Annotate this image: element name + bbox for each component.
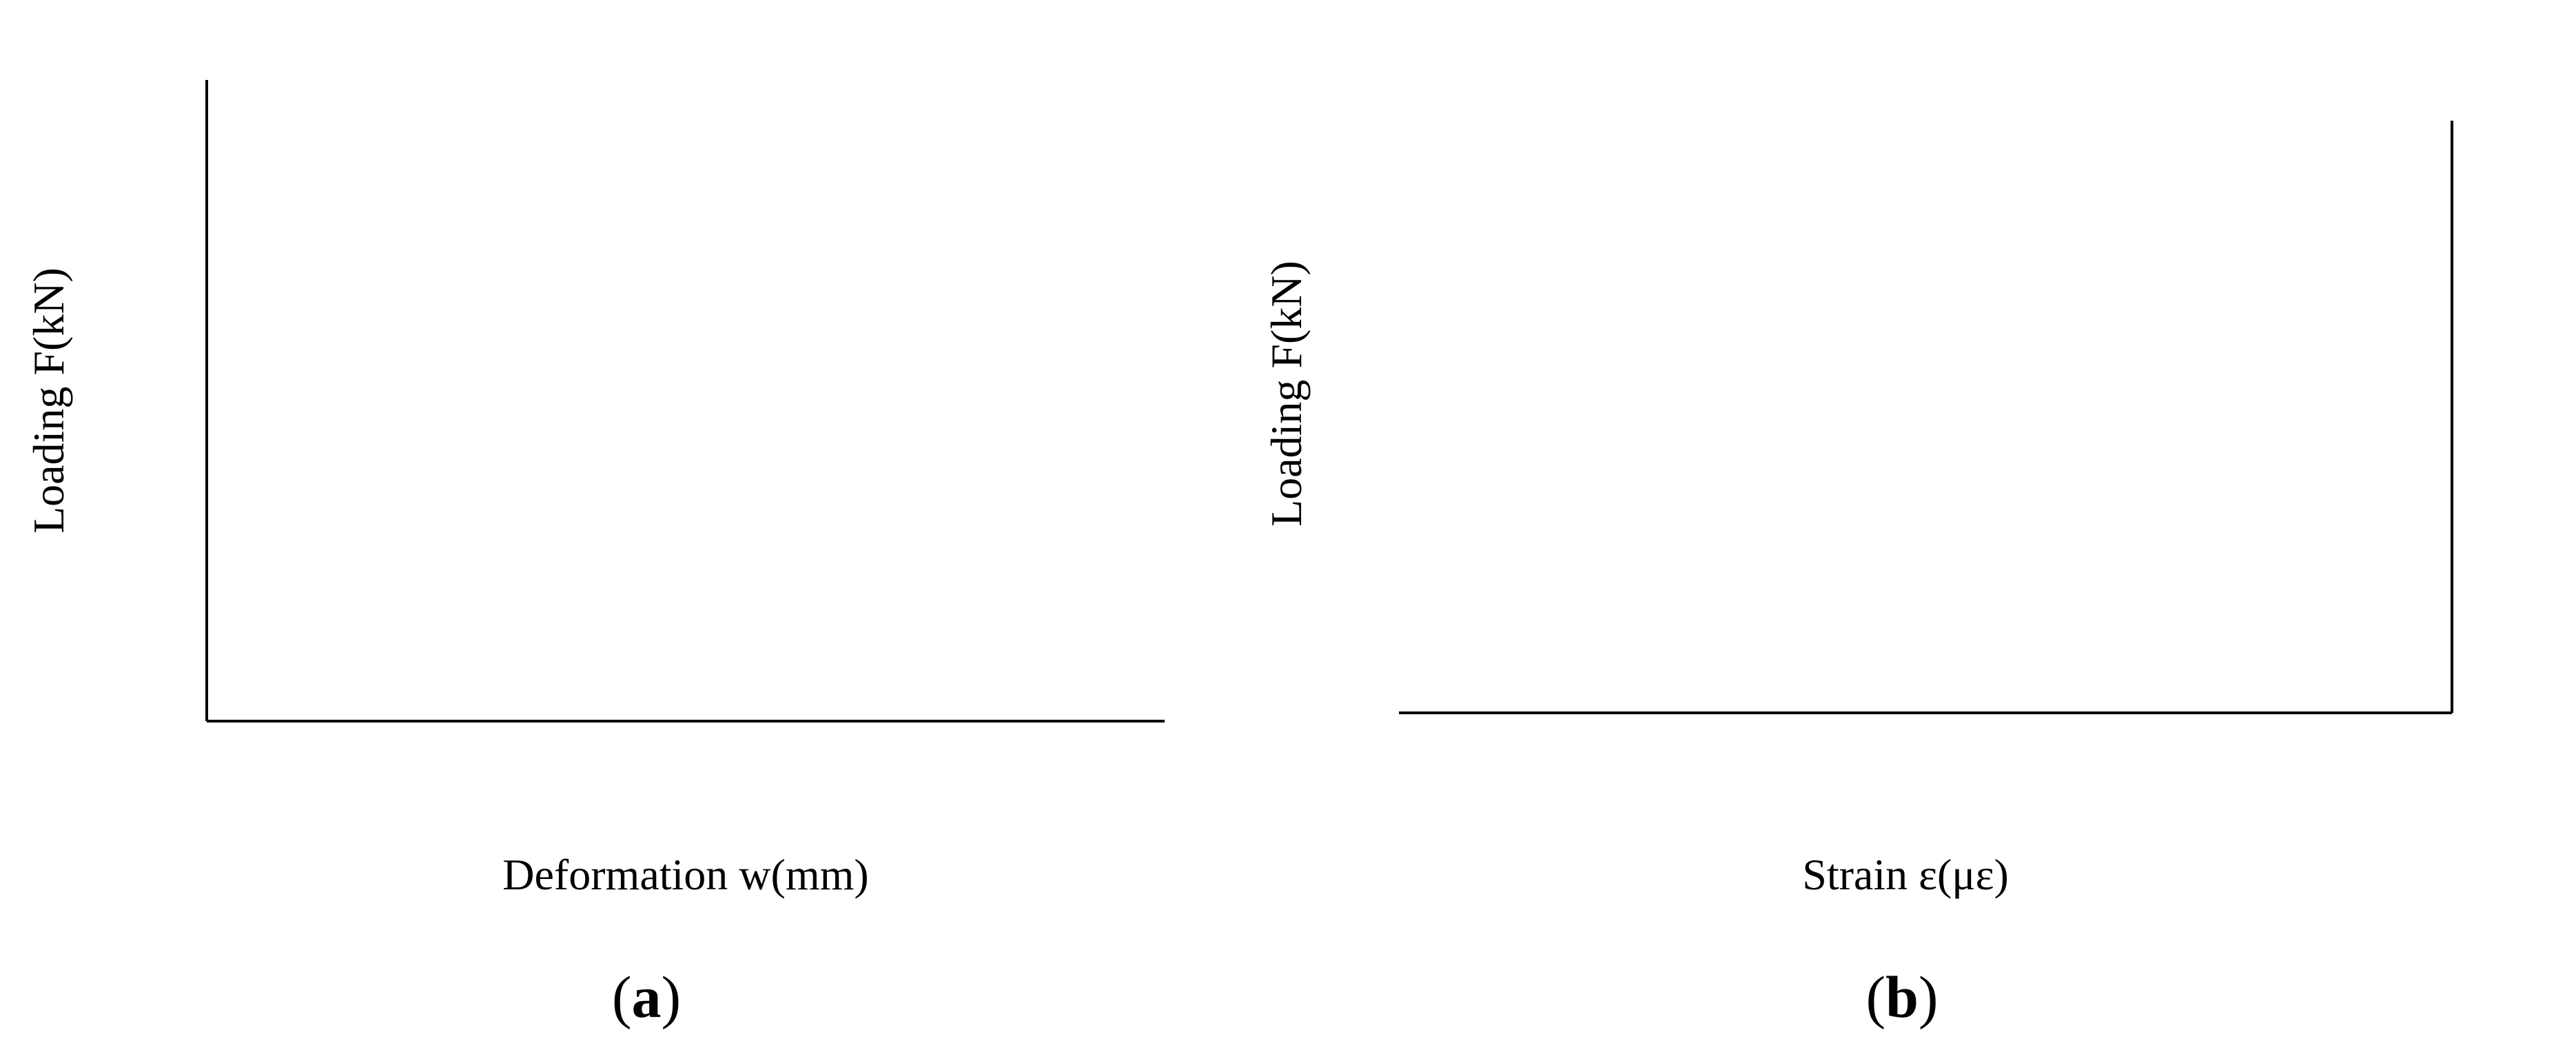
- chart-a-panel-label: (a): [612, 964, 681, 1030]
- chart-a: Deformation w(mm) Loading F(kN) (a): [24, 80, 1165, 1030]
- chart-b-x-axis-title: Strain ε(με): [1802, 850, 2009, 899]
- chart-a-x-axis-title: Deformation w(mm): [502, 850, 868, 899]
- chart-b-panel-label: (b): [1865, 964, 1938, 1030]
- chart-b: Strain ε(με) Loading F(kN) (b): [1262, 121, 2453, 1030]
- chart-b-y-axis-title: Loading F(kN): [1262, 261, 1311, 527]
- chart-a-y-axis-title: Loading F(kN): [24, 267, 73, 534]
